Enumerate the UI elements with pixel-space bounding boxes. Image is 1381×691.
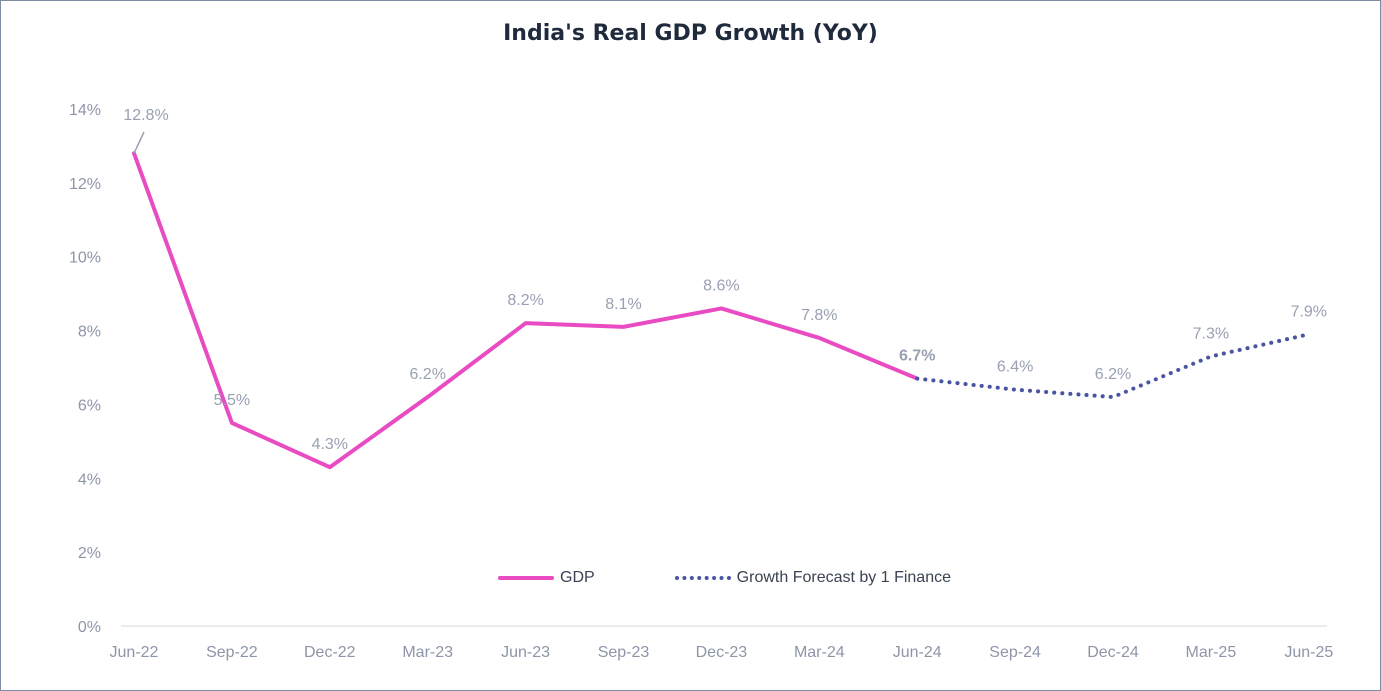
gdp-series-line	[132, 151, 920, 470]
x-tick-label: Jun-23	[501, 644, 550, 661]
data-label: 7.3%	[1193, 325, 1229, 342]
x-tick-label: Jun-24	[893, 644, 942, 661]
legend-label-gdp: GDP	[560, 569, 595, 586]
legend: GDP Growth Forecast by 1 Finance	[498, 569, 951, 587]
legend-swatch-gdp	[498, 576, 554, 580]
data-label: 5.5%	[214, 392, 250, 409]
x-tick-label: Jun-25	[1284, 644, 1333, 661]
x-axis: Jun-22 Sep-22 Dec-22 Mar-23 Jun-23 Sep-23 Dec-…	[110, 625, 1333, 661]
legend-label-forecast: Growth Forecast by 1 Finance	[736, 569, 951, 586]
y-tick-label: 8%	[78, 324, 101, 341]
y-tick-label: 12%	[69, 176, 101, 193]
y-tick-label: 10%	[69, 250, 101, 267]
legend-item-gdp: GDP	[498, 569, 595, 587]
data-label: 12.8%	[123, 107, 168, 124]
data-label: 6.4%	[997, 359, 1033, 376]
legend-swatch-forecast	[674, 576, 731, 580]
x-tick-label: Mar-25	[1186, 644, 1237, 661]
data-label: 8.6%	[703, 277, 739, 294]
forecast-series-line	[915, 332, 1311, 400]
y-tick-label: 0%	[78, 619, 101, 636]
x-tick-label: Dec-24	[1087, 644, 1139, 661]
x-tick-label: Dec-22	[304, 644, 356, 661]
y-tick-label: 6%	[78, 397, 101, 414]
x-tick-label: Mar-24	[794, 644, 845, 661]
data-label: 8.1%	[605, 296, 641, 313]
data-label: 8.2%	[507, 292, 543, 309]
x-tick-label: Jun-22	[110, 644, 159, 661]
data-label: 6.2%	[409, 366, 445, 383]
x-tick-label: Sep-24	[989, 644, 1041, 661]
legend-item-forecast: Growth Forecast by 1 Finance	[674, 569, 951, 587]
data-label-leader	[133, 131, 145, 154]
data-label: 7.9%	[1291, 303, 1327, 320]
chart-title: India's Real GDP Growth (YoY)	[503, 21, 878, 46]
data-label: 6.2%	[1095, 366, 1131, 383]
x-tick-label: Sep-22	[206, 644, 258, 661]
x-tick-label: Dec-23	[696, 644, 748, 661]
series-lines	[132, 151, 1311, 470]
data-label: 4.3%	[312, 436, 348, 453]
data-label: 7.8%	[801, 307, 837, 324]
y-tick-label: 4%	[78, 471, 101, 488]
y-tick-label: 14%	[69, 102, 101, 119]
data-label: 6.7%	[899, 348, 935, 365]
y-axis: 0% 2% 4% 6% 8% 10% 12% 14%	[69, 102, 101, 636]
y-tick-label: 2%	[78, 545, 101, 562]
data-labels: 12.8% 5.5% 4.3% 6.2% 8.2% 8.1% 8.6% 7.8% 6.7% 6.4…	[123, 107, 1327, 453]
x-tick-label: Sep-23	[598, 644, 650, 661]
x-tick-label: Mar-23	[402, 644, 453, 661]
